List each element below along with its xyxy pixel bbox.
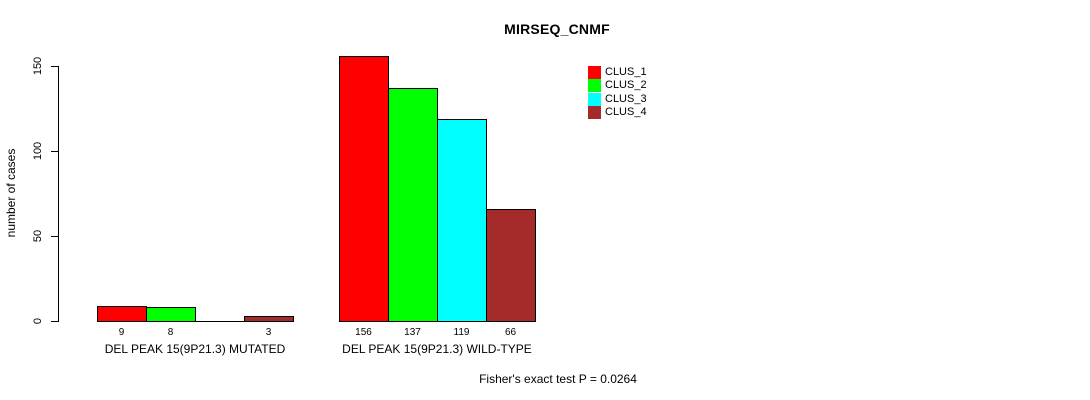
bar-value-label: 119 <box>453 327 470 338</box>
chart-title: MIRSEQ_CNMF <box>504 21 610 37</box>
bar-value-label: 137 <box>404 327 421 338</box>
bar-value-label: 9 <box>118 327 125 338</box>
legend-swatch <box>588 79 601 93</box>
y-axis-line <box>58 66 59 322</box>
bar-value-label: 3 <box>265 327 272 338</box>
legend-swatch <box>588 106 601 120</box>
bar-value-label: 156 <box>355 327 372 338</box>
bar <box>339 56 389 322</box>
category-label: DEL PEAK 15(9P21.3) WILD-TYPE <box>342 342 532 356</box>
bar <box>146 307 196 322</box>
bar <box>97 306 147 322</box>
y-tick-label: 50 <box>32 229 44 243</box>
legend-label: CLUS_2 <box>605 79 647 92</box>
y-tick-label: 100 <box>32 141 44 161</box>
bar <box>486 209 536 322</box>
annotation-text: Fisher's exact test P = 0.0264 <box>479 372 637 386</box>
legend-label: CLUS_4 <box>605 106 647 119</box>
legend-label: CLUS_1 <box>605 66 647 78</box>
bar-value-label: 66 <box>504 327 517 338</box>
y-tick-label: 0 <box>32 317 44 325</box>
bar-value-label: 8 <box>167 327 174 338</box>
category-label: DEL PEAK 15(9P21.3) MUTATED <box>104 342 286 356</box>
y-tick-mark <box>51 321 58 322</box>
bar <box>244 316 294 322</box>
y-tick-mark <box>51 151 58 152</box>
y-tick-mark <box>51 66 58 67</box>
bar <box>388 88 438 322</box>
legend-swatch <box>588 66 601 79</box>
y-tick-label: 150 <box>32 56 44 76</box>
y-tick-mark <box>51 236 58 237</box>
y-axis-label: number of cases <box>4 148 18 238</box>
legend-swatch <box>588 92 601 106</box>
bar <box>437 119 487 322</box>
legend-label: CLUS_3 <box>605 92 647 105</box>
